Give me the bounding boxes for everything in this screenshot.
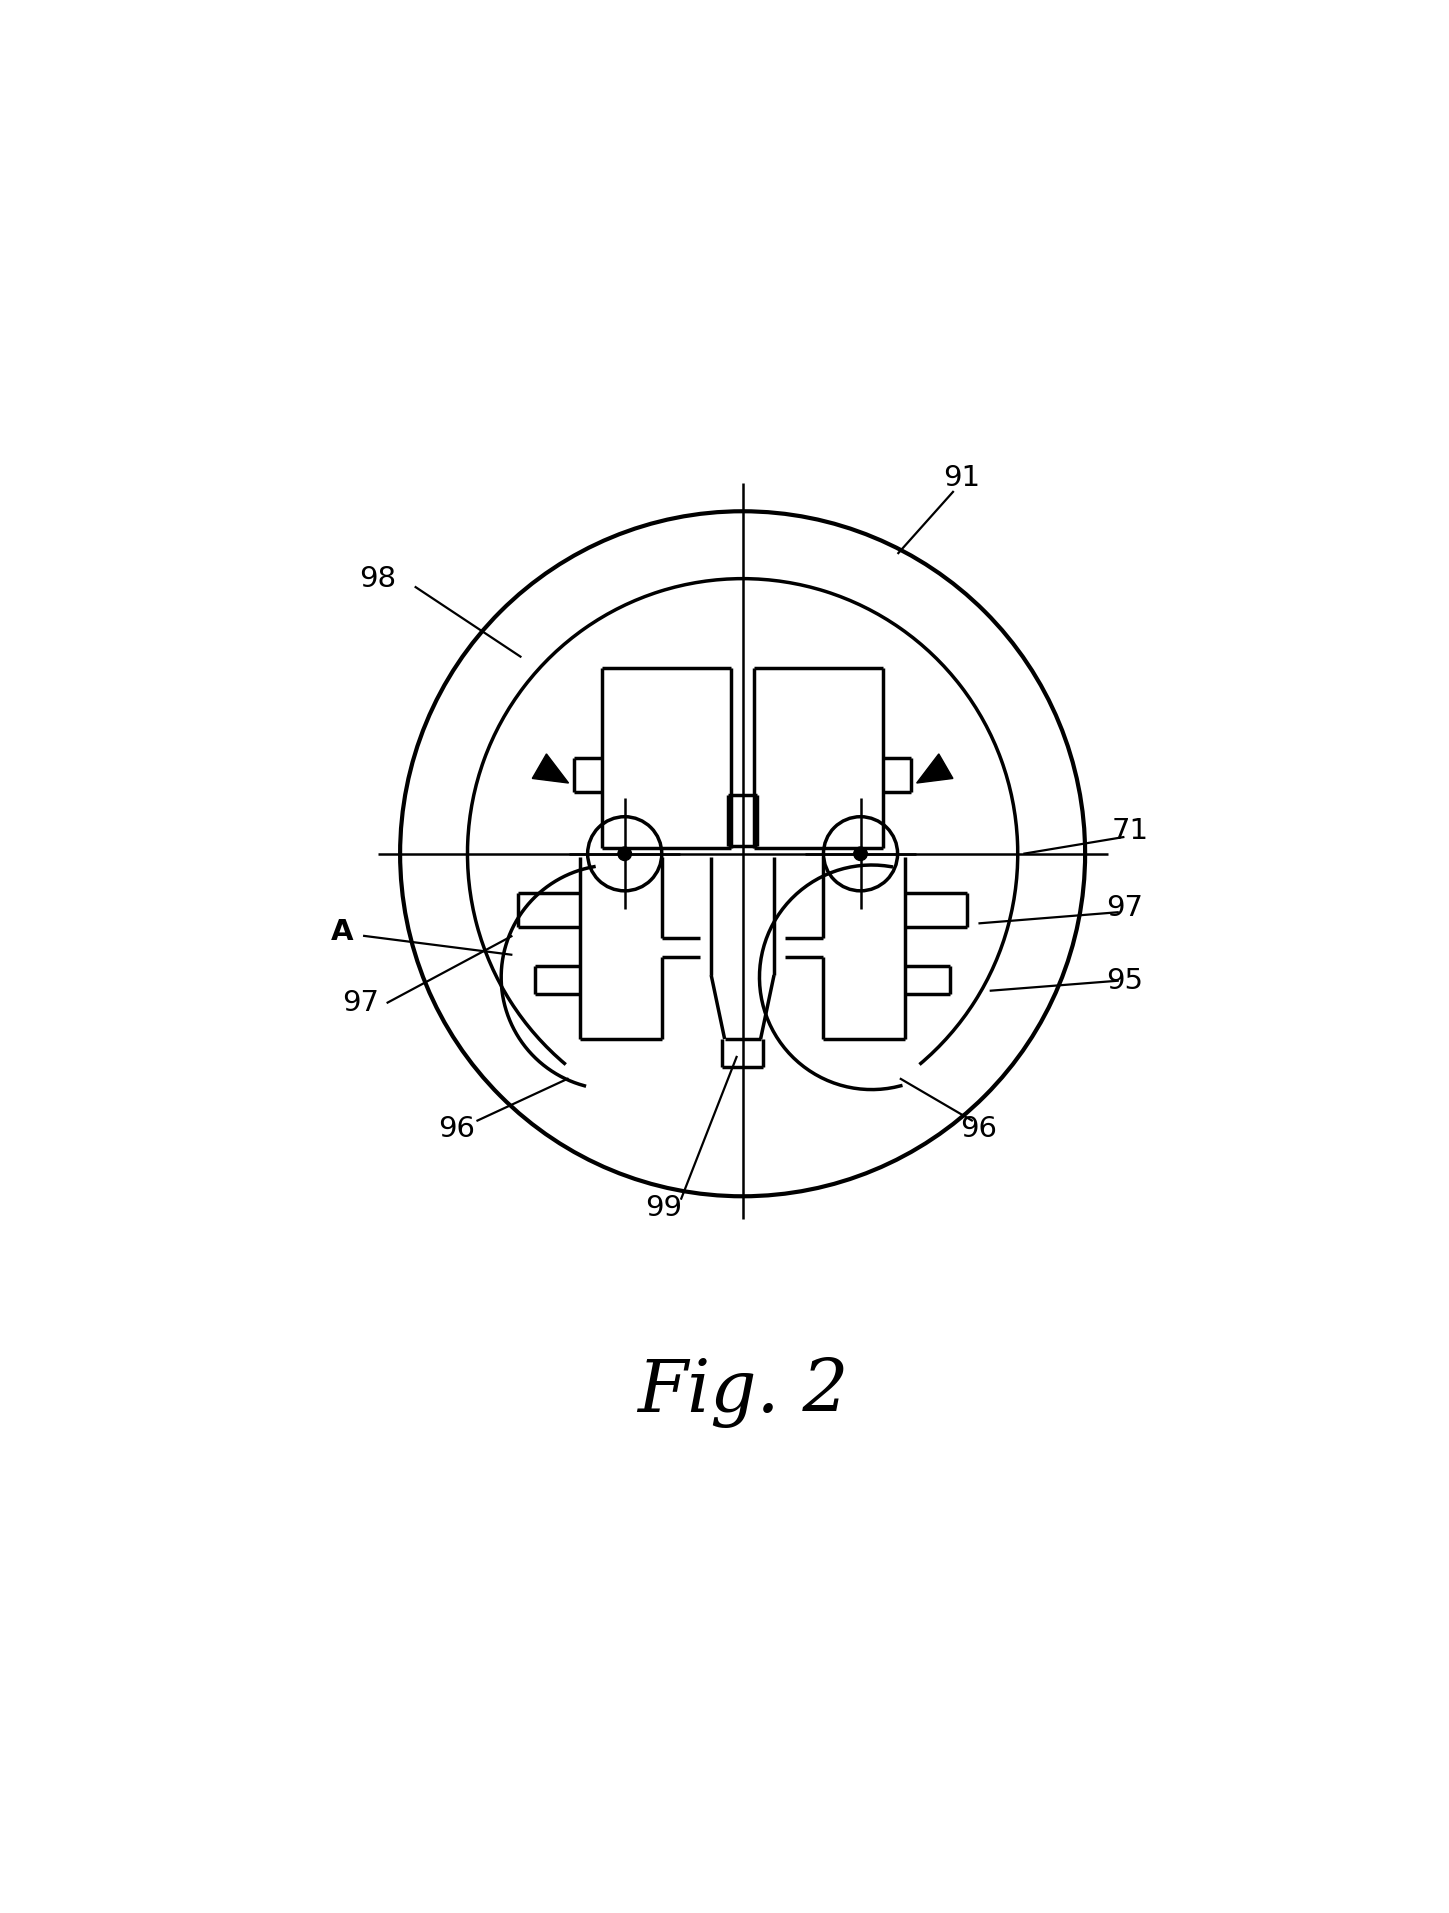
Text: 96: 96	[959, 1115, 997, 1142]
Polygon shape	[532, 754, 568, 782]
Text: 96: 96	[438, 1115, 475, 1142]
Text: Fig. 2: Fig. 2	[638, 1358, 848, 1429]
Circle shape	[853, 847, 868, 861]
Text: 95: 95	[1106, 966, 1143, 995]
Text: 91: 91	[943, 463, 980, 492]
Text: 97: 97	[1106, 893, 1143, 922]
Polygon shape	[917, 754, 953, 782]
Text: 97: 97	[342, 989, 380, 1018]
Text: 71: 71	[1111, 817, 1149, 846]
Text: A: A	[330, 918, 354, 947]
Circle shape	[617, 847, 632, 861]
Text: 99: 99	[645, 1194, 682, 1222]
Text: 98: 98	[359, 564, 396, 593]
